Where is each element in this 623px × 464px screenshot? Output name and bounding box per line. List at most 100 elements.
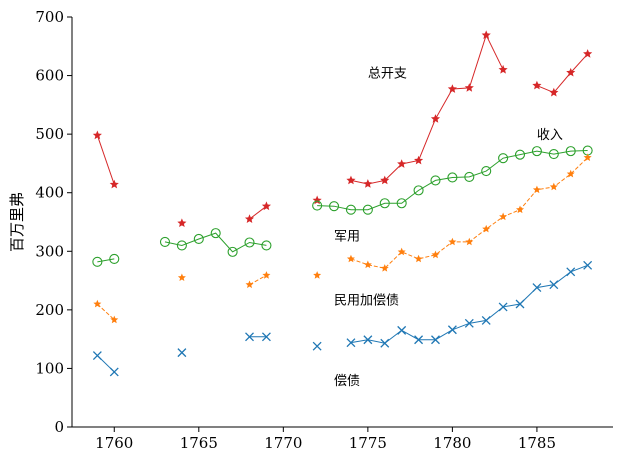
data-point-total [363,179,373,188]
y-tick-label: 300 [35,242,64,260]
data-point-debt [498,302,508,312]
series-military [92,145,593,267]
data-point-military [379,198,390,209]
data-point-military [176,240,187,251]
data-point-civil [414,254,423,263]
data-point-military [193,233,204,245]
data-point-debt [583,260,593,270]
data-point-total [549,87,559,97]
x-tick-label: 1760 [95,434,133,452]
data-point-military [362,204,373,215]
data-point-debt [92,351,102,361]
data-point-military [244,237,255,248]
data-point-debt [566,267,576,277]
data-point-military [261,240,272,251]
data-point-debt [447,325,457,335]
annotation-label: 收入 [537,128,563,143]
data-point-military [396,198,407,209]
data-point-total [346,175,356,185]
annotation-label: 军用 [334,229,360,244]
data-point-debt [464,318,474,328]
data-point-civil [262,271,271,279]
data-point-debt [380,338,390,348]
data-point-debt [177,348,187,358]
data-point-military [531,146,542,157]
data-point-debt [397,325,407,335]
data-point-total [430,114,441,123]
series-line-total [536,53,589,94]
data-point-military [210,228,221,239]
data-point-debt [515,299,525,309]
data-point-civil [549,182,558,191]
data-point-civil [583,153,592,161]
data-point-military [481,165,492,177]
data-point-civil [245,280,254,289]
series-debt [92,260,593,377]
data-point-civil [380,264,389,272]
series-line-military [164,232,267,253]
data-point-civil [516,205,525,214]
data-point-civil [110,315,119,324]
data-point-total [498,64,508,74]
data-point-debt [109,367,119,377]
data-point-civil [177,273,186,282]
data-point-military [447,172,458,183]
data-point-total [447,84,457,93]
data-point-total [380,175,390,185]
data-point-military [227,246,238,257]
data-point-debt [549,280,559,290]
data-point-military [498,153,509,164]
data-point-total [464,83,474,92]
data-point-total [244,214,255,223]
series-line-total [249,205,267,220]
data-point-total [414,155,424,165]
data-point-debt [532,283,542,293]
data-point-military [159,236,171,247]
data-point-civil [566,169,575,178]
data-point-civil [397,247,406,256]
series-line-military [97,258,115,263]
y-tick-label: 700 [35,8,64,26]
x-tick-label: 1770 [264,434,302,452]
data-point-civil [313,271,322,279]
data-point-civil [346,254,355,263]
data-point-military [548,149,559,160]
annotation-label: 民用加偿债 [334,293,399,308]
data-point-debt [312,341,322,351]
data-point-military [413,185,424,196]
data-point-debt [346,338,356,348]
data-point-civil [499,212,508,221]
data-point-civil [465,237,474,246]
data-point-military [565,146,576,157]
series-civil [93,153,592,324]
y-tick-label: 600 [35,67,64,85]
y-tick-label: 200 [35,301,64,319]
data-point-total [532,80,542,90]
series-line-civil [350,157,588,269]
data-point-civil [363,260,372,269]
data-point-military [109,253,120,264]
y-tick-label: 0 [54,418,64,436]
axes: 1760 1765 1770 1775 1780 1785 0 100 200 300 400 500… [35,8,613,452]
annotation-label: 总开支 [368,67,407,82]
data-point-civil [532,185,541,194]
data-point-total [566,67,576,77]
data-point-military [345,204,357,215]
data-point-debt [363,335,373,345]
data-point-total [481,30,491,40]
data-point-debt [261,332,271,342]
y-axis-label: 百万里弗 [8,192,26,252]
series-total [92,30,593,228]
x-tick-label: 1785 [518,434,556,452]
data-point-debt [245,332,254,342]
data-point-total [583,49,593,58]
series-line-military [317,150,588,211]
data-point-military [430,175,441,186]
series-line-civil [97,303,115,321]
data-point-military [92,256,103,267]
data-point-military [514,149,526,160]
series-line-total [96,135,115,185]
data-point-civil [482,224,491,233]
series-line-civil [249,274,267,286]
